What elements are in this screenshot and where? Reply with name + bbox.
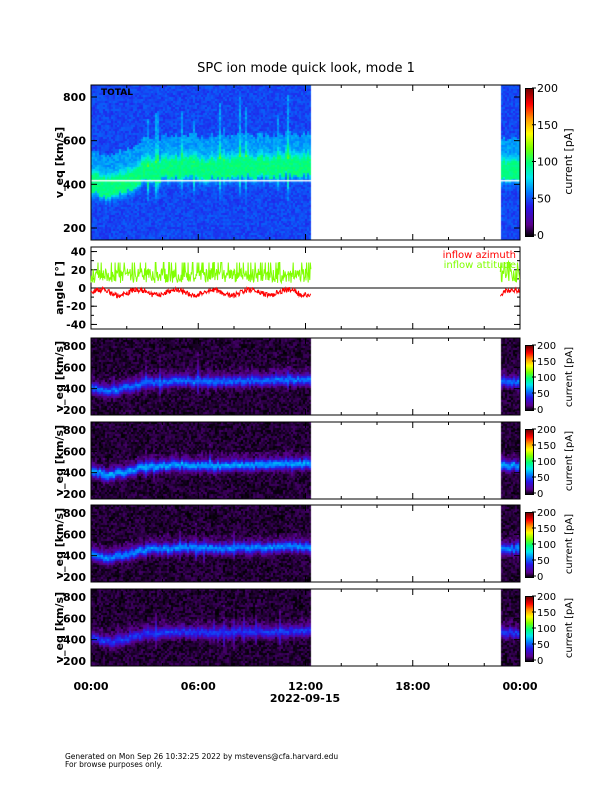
colorbar-label: current [pA]	[562, 128, 575, 194]
spectrogram-canvas	[91, 589, 520, 666]
colorbar-tick-label: 50	[537, 389, 550, 400]
y-axis-label: v_eq [km/s]	[53, 425, 66, 496]
y-tick-label: 800	[63, 591, 86, 604]
colorbar-tick-label: 50	[537, 473, 550, 484]
y-tick-label: 400	[63, 178, 86, 191]
panel-frame	[90, 337, 521, 416]
y-axis-label: v_eq [km/s]	[53, 127, 66, 198]
colorbar	[525, 429, 534, 495]
colorbar-tick-label: 50	[537, 640, 550, 651]
series-line-inflow-azimuth	[90, 285, 312, 299]
y-tick-label: 400	[63, 383, 86, 396]
panel-label: TOTAL	[101, 88, 133, 98]
panel-frame	[90, 421, 521, 500]
colorbar-tick-label: 200	[537, 508, 556, 519]
x-tick-label: 00:00	[502, 680, 537, 693]
y-tick-label: 20	[71, 264, 87, 277]
y-tick-label: 400	[63, 467, 86, 480]
y-tick-label: 600	[63, 528, 86, 541]
colorbar-tick-label: 50	[537, 192, 551, 205]
colorbar	[525, 512, 534, 578]
colorbar-tick-label: 100	[537, 156, 558, 169]
footer-note: For browse purposes only.	[65, 760, 163, 769]
y-tick-label: 400	[63, 634, 86, 647]
colorbar-tick-label: 200	[537, 341, 556, 352]
colorbar-tick-label: 50	[537, 556, 550, 567]
series-line-inflow-attitude	[499, 262, 521, 283]
y-tick-label: 0	[78, 282, 86, 295]
series-line-inflow-azimuth	[499, 286, 520, 297]
colorbar	[525, 88, 534, 237]
colorbar-tick-label: 100	[537, 540, 556, 551]
colorbar-label: current [pA]	[564, 514, 575, 574]
colorbar	[525, 596, 534, 662]
y-tick-label: -40	[66, 318, 86, 331]
y-axis-label: v_eq [km/s]	[53, 341, 66, 412]
colorbar-tick-label: 0	[537, 405, 543, 416]
y-axis-label: angle [°]	[53, 261, 66, 315]
colorbar-tick-label: 150	[537, 119, 558, 132]
y-tick-label: 40	[71, 246, 87, 259]
colorbar-tick-label: 0	[537, 229, 544, 242]
chart-title: SPC ion mode quick look, mode 1	[197, 61, 415, 76]
colorbar-tick-label: 0	[537, 572, 543, 583]
y-tick-label: 800	[63, 507, 86, 520]
spectrogram-canvas	[91, 85, 520, 240]
colorbar-tick-label: 150	[537, 441, 556, 452]
x-tick-label: 12:00	[288, 680, 323, 693]
spectrogram-canvas	[91, 505, 520, 582]
colorbar-tick-label: 150	[537, 524, 556, 535]
y-axis-label: v_eq [km/s]	[53, 592, 66, 663]
colorbar-tick-label: 100	[537, 624, 556, 635]
y-tick-label: 800	[63, 340, 86, 353]
y-tick-label: 200	[63, 655, 86, 668]
colorbar-label: current [pA]	[564, 598, 575, 658]
colorbar-tick-label: 200	[537, 592, 556, 603]
colorbar	[525, 345, 534, 411]
y-tick-label: -20	[66, 300, 86, 313]
colorbar-tick-label: 100	[537, 373, 556, 384]
y-tick-label: 600	[63, 612, 86, 625]
y-tick-label: 200	[63, 571, 86, 584]
spectrogram-canvas	[91, 338, 520, 415]
y-tick-label: 600	[63, 445, 86, 458]
y-tick-label: 800	[63, 424, 86, 437]
y-tick-label: 800	[63, 91, 86, 104]
x-tick-label: 06:00	[181, 680, 216, 693]
spectrogram-canvas	[91, 422, 520, 499]
panel-frame	[90, 504, 521, 583]
panel-frame	[90, 588, 521, 667]
footer-generated: Generated on Mon Sep 26 10:32:25 2022 by…	[65, 752, 339, 761]
x-tick-label: 00:00	[73, 680, 108, 693]
panel-frame	[90, 84, 521, 241]
colorbar-label: current [pA]	[564, 431, 575, 491]
legend-entry: inflow attitude	[444, 260, 516, 271]
colorbar-tick-label: 0	[537, 656, 543, 667]
series-line-inflow-attitude	[90, 262, 312, 285]
y-axis-label: v_eq [km/s]	[53, 508, 66, 579]
date-label: 2022-09-15	[270, 692, 340, 705]
colorbar-tick-label: 100	[537, 457, 556, 468]
y-tick-label: 600	[63, 135, 86, 148]
legend-entry: inflow azimuth	[443, 250, 516, 261]
y-tick-label: 200	[63, 222, 86, 235]
y-tick-label: 600	[63, 361, 86, 374]
y-tick-label: 200	[63, 404, 86, 417]
colorbar-tick-label: 0	[537, 489, 543, 500]
colorbar-tick-label: 150	[537, 357, 556, 368]
x-tick-label: 18:00	[395, 680, 430, 693]
y-tick-label: 400	[63, 550, 86, 563]
colorbar-tick-label: 200	[537, 425, 556, 436]
colorbar-tick-label: 200	[537, 82, 558, 95]
y-tick-label: 200	[63, 488, 86, 501]
colorbar-label: current [pA]	[564, 347, 575, 407]
colorbar-tick-label: 150	[537, 608, 556, 619]
